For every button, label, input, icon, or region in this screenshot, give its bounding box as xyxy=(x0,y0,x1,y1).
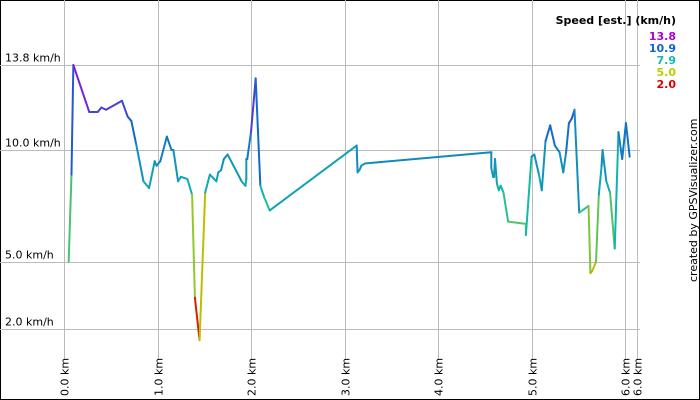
speed-series xyxy=(67,64,631,342)
x-tick-label: 0.0 km xyxy=(59,358,72,396)
speed-line-segment xyxy=(624,122,631,158)
speed-line-segment xyxy=(601,149,608,183)
speed-line-segment xyxy=(595,193,600,263)
speed-line-segment xyxy=(72,64,91,113)
speed-line-segment xyxy=(165,135,173,152)
speed-line-segment xyxy=(613,131,620,250)
x-tick-label: 6.0 km xyxy=(632,358,645,396)
speed-line-segment xyxy=(573,108,581,214)
speed-line-segment xyxy=(494,157,498,185)
speed-line-segment xyxy=(142,180,151,190)
speed-line-segment xyxy=(263,196,271,212)
speed-line-segment xyxy=(130,119,137,145)
speed-line-segment xyxy=(507,220,527,225)
speed-line-segment xyxy=(524,155,533,237)
legend-title: Speed [est.] (km/h) xyxy=(556,14,676,27)
legend-entry: 10.9 xyxy=(649,42,676,55)
speed-line-segment xyxy=(250,77,257,134)
speed-line-segment xyxy=(246,131,252,160)
y-axis-tick-labels: 13.8 km/h 10.0 km/h 5.0 km/h 2.0 km/h xyxy=(5,52,61,329)
speed-line-segment xyxy=(355,144,359,174)
speed-line-segment xyxy=(549,124,556,147)
speed-line-segment xyxy=(254,77,262,187)
speed-line-segment xyxy=(105,99,123,111)
speed-line-segment xyxy=(565,122,570,154)
speed-line-segment xyxy=(533,153,540,176)
speed-line-segment xyxy=(490,166,495,178)
x-tick-label: 4.0 km xyxy=(433,358,446,396)
speed-line-segment xyxy=(148,160,156,190)
speed-line-segment xyxy=(204,173,211,194)
speed-line-segment xyxy=(120,99,129,118)
speed-line-segment xyxy=(172,149,180,183)
y-tick-label: 5.0 km/h xyxy=(5,249,54,262)
speed-line-segment xyxy=(220,157,225,172)
speed-line-segment xyxy=(186,178,194,196)
speed-line-segment xyxy=(215,171,220,183)
speed-line-segment xyxy=(558,151,565,174)
x-tick-label: 1.0 km xyxy=(153,358,166,396)
speed-line-segment xyxy=(609,191,616,250)
grid-lines xyxy=(0,0,640,360)
speed-line-segment xyxy=(198,191,207,342)
speed-line-segment xyxy=(605,180,612,194)
legend-entry: 5.0 xyxy=(657,66,677,79)
speed-line-segment xyxy=(544,124,552,143)
speed-line-segment xyxy=(502,191,510,223)
speed-line-segment xyxy=(67,173,73,263)
speed-line-segment xyxy=(193,296,201,342)
y-tick-label: 13.8 km/h xyxy=(5,52,61,65)
speed-line-segment xyxy=(499,184,505,194)
speed-line-segment xyxy=(364,151,493,165)
speed-line-segment xyxy=(159,135,168,163)
y-tick-label: 2.0 km/h xyxy=(5,316,54,329)
speed-line-segment xyxy=(259,184,266,198)
speed-legend: Speed [est.] (km/h) 13.810.97.95.02.0 xyxy=(556,14,677,91)
speed-line-segment xyxy=(134,142,145,183)
legend-entry: 7.9 xyxy=(657,54,677,67)
speed-line-segment xyxy=(621,122,627,160)
legend-entry: 2.0 xyxy=(657,78,677,91)
speed-line-segment xyxy=(268,144,358,212)
speed-line-segment xyxy=(587,204,592,275)
speed-line-segment xyxy=(70,64,75,176)
speed-line-segment xyxy=(578,204,590,214)
legend-entry: 13.8 xyxy=(649,30,676,43)
speed-line-segment xyxy=(597,164,603,196)
credit-text: created by GPSVisualizer.com xyxy=(687,119,700,282)
x-tick-label: 6.0 km xyxy=(620,358,633,396)
speed-line-segment xyxy=(208,173,218,183)
speed-line-segment xyxy=(562,151,568,174)
speed-line-segment xyxy=(179,175,189,181)
x-tick-label: 5.0 km xyxy=(527,358,540,396)
x-tick-label: 2.0 km xyxy=(246,358,259,396)
speed-line-segment xyxy=(617,131,624,160)
speed-line-segment xyxy=(191,193,196,299)
speed-line-segment xyxy=(553,144,561,154)
speed-line-segment xyxy=(226,153,243,183)
x-axis-tick-labels: 0.0 km 1.0 km 2.0 km 3.0 km 4.0 km 5.0 km 6.0 … xyxy=(59,358,645,396)
y-tick-label: 10.0 km/h xyxy=(5,137,61,150)
x-tick-label: 3.0 km xyxy=(340,358,353,396)
speed-line-segment xyxy=(591,260,598,272)
speed-line-segment xyxy=(540,140,547,192)
speed-line-segment xyxy=(244,178,248,187)
